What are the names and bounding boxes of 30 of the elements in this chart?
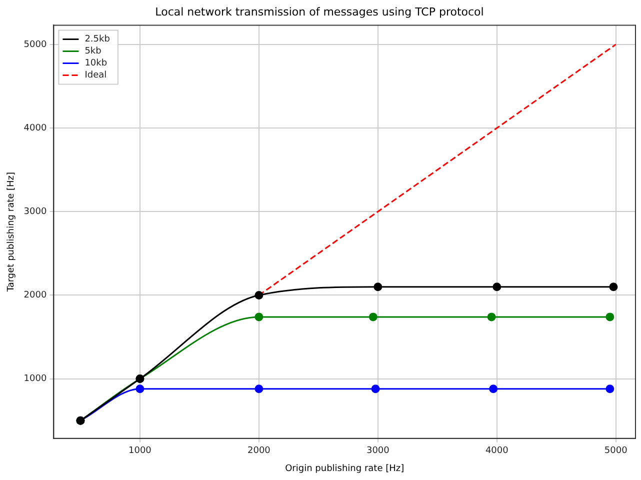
point xyxy=(136,384,144,394)
x-tick-label: 5000 xyxy=(604,446,628,456)
legend-label: 5kb xyxy=(84,46,102,57)
y-tick-label: 4000 xyxy=(24,123,47,134)
y-tick-label: 3000 xyxy=(24,206,47,217)
point xyxy=(609,282,618,292)
point xyxy=(254,312,264,322)
x-tick-label: 3000 xyxy=(366,446,390,456)
legend-label: 10kb xyxy=(84,58,108,69)
x-axis-title: Origin publishing rate [Hz] xyxy=(285,464,404,474)
legend-label: 2.5kb xyxy=(84,34,110,45)
point xyxy=(489,384,498,394)
point xyxy=(606,312,614,322)
legend-label: Ideal xyxy=(84,70,107,81)
point xyxy=(254,384,264,394)
point xyxy=(374,282,382,292)
point xyxy=(368,312,378,322)
x-tick-label: 1000 xyxy=(128,446,152,456)
point xyxy=(254,290,264,300)
point xyxy=(371,384,380,394)
y-tick-label: 2000 xyxy=(24,290,47,301)
y-axis-title: Target publishing rate [Hz] xyxy=(6,172,17,293)
point xyxy=(492,282,502,292)
point xyxy=(606,384,614,394)
y-tick-label: 5000 xyxy=(24,40,47,50)
x-tick-label: 4000 xyxy=(485,446,509,456)
chart-title: Local network transmission of messages using TCP protocol xyxy=(155,5,484,18)
x-tick-label: 2000 xyxy=(247,446,271,456)
y-tick-label: 1000 xyxy=(24,374,47,384)
point xyxy=(487,312,496,322)
